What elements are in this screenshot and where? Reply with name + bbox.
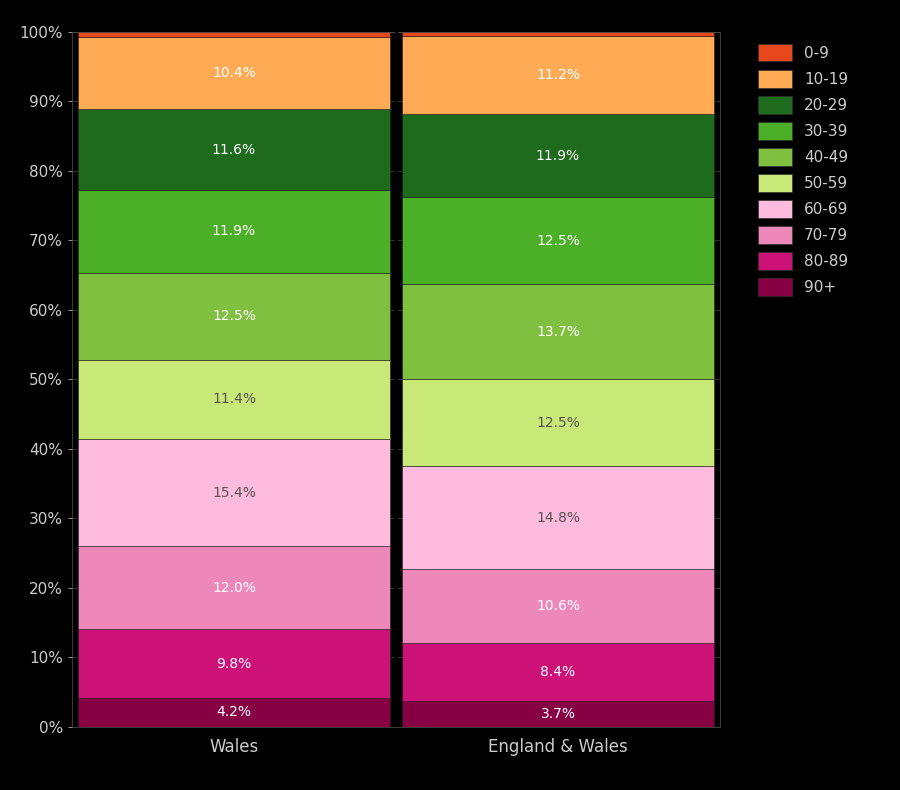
Bar: [402, 197, 714, 284]
Bar: [78, 32, 390, 37]
Text: 11.9%: 11.9%: [536, 149, 580, 163]
Bar: [78, 359, 390, 439]
Text: 12.5%: 12.5%: [212, 309, 256, 323]
Bar: [402, 36, 714, 115]
Bar: [78, 630, 390, 698]
Bar: [402, 466, 714, 569]
Bar: [402, 379, 714, 466]
Text: 10.4%: 10.4%: [212, 66, 256, 81]
Bar: [78, 546, 390, 630]
Text: 14.8%: 14.8%: [536, 510, 580, 525]
Text: 13.7%: 13.7%: [536, 325, 580, 339]
Bar: [78, 698, 390, 727]
Text: 11.2%: 11.2%: [536, 69, 580, 82]
Text: 10.6%: 10.6%: [536, 599, 580, 613]
Bar: [78, 37, 390, 110]
Text: 11.6%: 11.6%: [212, 143, 256, 156]
Text: 11.9%: 11.9%: [212, 224, 256, 239]
Text: 15.4%: 15.4%: [212, 486, 256, 499]
Bar: [402, 284, 714, 379]
Bar: [402, 701, 714, 727]
Text: 8.4%: 8.4%: [540, 665, 576, 679]
Bar: [402, 32, 714, 36]
Bar: [402, 643, 714, 701]
Text: 4.2%: 4.2%: [217, 705, 251, 719]
Bar: [78, 273, 390, 359]
Text: 11.4%: 11.4%: [212, 393, 256, 406]
Bar: [402, 115, 714, 197]
Legend: 0-9, 10-19, 20-29, 30-39, 40-49, 50-59, 60-69, 70-79, 80-89, 90+: 0-9, 10-19, 20-29, 30-39, 40-49, 50-59, …: [753, 40, 853, 300]
Text: 9.8%: 9.8%: [216, 656, 252, 671]
Bar: [78, 110, 390, 190]
Text: 12.5%: 12.5%: [536, 416, 580, 430]
Text: 3.7%: 3.7%: [541, 707, 575, 721]
Text: 12.0%: 12.0%: [212, 581, 256, 595]
Text: 12.5%: 12.5%: [536, 234, 580, 247]
Bar: [402, 569, 714, 643]
Bar: [78, 439, 390, 546]
Bar: [78, 190, 390, 273]
